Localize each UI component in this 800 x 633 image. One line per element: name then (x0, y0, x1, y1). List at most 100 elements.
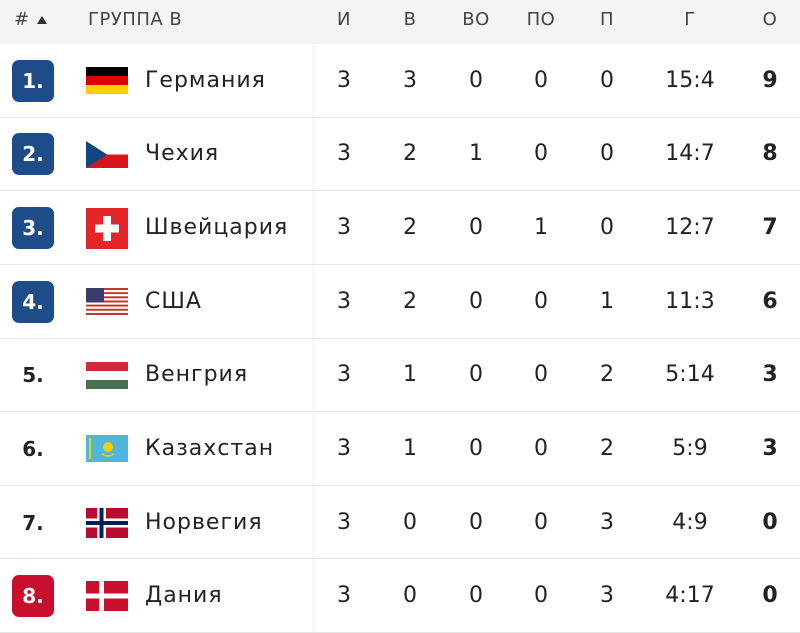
flag-shape (86, 520, 128, 525)
points: 3 (762, 362, 778, 388)
team-flag (86, 207, 128, 249)
stat-value: 4:9 (672, 509, 708, 535)
points: 0 (762, 583, 778, 609)
stat-value: 3 (337, 435, 351, 461)
flag-shape (86, 300, 128, 303)
flag-shape (86, 304, 128, 307)
flag-shape (86, 306, 128, 309)
table-row[interactable] (0, 44, 800, 118)
flag-shape (86, 311, 128, 314)
team-flag (86, 581, 128, 612)
stat-value: 0 (469, 362, 483, 388)
stat-value: 0 (534, 362, 548, 388)
sort-arrow (37, 16, 47, 24)
flag-shape (86, 593, 128, 599)
stat-value: 11:3 (665, 288, 715, 314)
flag-shape (103, 442, 113, 453)
stat-value: 12:7 (665, 215, 715, 241)
column-header[interactable]: П (599, 9, 615, 30)
table-row[interactable] (0, 265, 800, 339)
rank-badge: 2. (12, 133, 54, 176)
team-name[interactable]: Норвегия (145, 509, 263, 535)
flag-shape (86, 140, 107, 168)
stat-value: 1 (403, 362, 417, 388)
stat-value: 0 (600, 67, 614, 93)
rank-label: 7. (22, 510, 44, 535)
table-row[interactable] (0, 191, 800, 265)
column-header[interactable]: Г (684, 9, 696, 30)
column-header[interactable]: О (762, 9, 778, 30)
team-name[interactable]: Венгрия (145, 362, 249, 388)
rank-label: 6. (22, 436, 44, 461)
flag-shape (86, 302, 128, 305)
points: 7 (762, 215, 778, 241)
team-flag (86, 507, 128, 538)
table-row[interactable] (0, 486, 800, 560)
column-header[interactable]: ВО (462, 9, 490, 30)
points: 8 (762, 141, 778, 167)
stat-value: 0 (403, 583, 417, 609)
team-name[interactable]: Дания (145, 583, 223, 609)
table-header (0, 0, 800, 44)
flag-shape (86, 313, 128, 316)
rank-header[interactable]: # (14, 9, 30, 30)
stat-value: 0 (469, 583, 483, 609)
team-name[interactable]: Швейцария (145, 215, 289, 241)
column-header[interactable]: В (403, 9, 417, 30)
stat-value: 0 (534, 509, 548, 535)
flag-shape (95, 224, 119, 233)
sort-icon[interactable] (36, 14, 48, 26)
flag-shape (86, 85, 128, 95)
stat-value: 3 (337, 67, 351, 93)
flag-shape (86, 370, 128, 380)
stat-value: 0 (469, 435, 483, 461)
rank-badge: 3. (12, 207, 54, 250)
table-row[interactable] (0, 118, 800, 192)
column-header[interactable]: ПО (526, 9, 556, 30)
stat-value: 0 (469, 215, 483, 241)
stat-value: 0 (534, 141, 548, 167)
rank-badge: 8. (12, 575, 54, 618)
team-name[interactable]: Чехия (145, 141, 220, 167)
flag-shape (86, 294, 128, 297)
column-header[interactable]: И (337, 9, 351, 30)
stat-value: 3 (337, 583, 351, 609)
team-name[interactable]: Казахстан (145, 435, 275, 461)
stat-value: 2 (600, 362, 614, 388)
stat-value: 3 (337, 509, 351, 535)
flag-shape (86, 361, 128, 371)
team-flag (86, 67, 128, 95)
stat-value: 3 (337, 141, 351, 167)
team-name[interactable]: Германия (145, 67, 266, 93)
points: 6 (762, 288, 778, 314)
rank-badge: 4. (12, 280, 54, 323)
table-row[interactable] (0, 412, 800, 486)
stat-value: 1 (600, 288, 614, 314)
team-flag (86, 435, 128, 463)
rank-label: 5. (22, 363, 44, 388)
stat-value: 4:17 (665, 583, 715, 609)
flag-shape (86, 298, 128, 301)
points: 3 (762, 435, 778, 461)
stat-value: 0 (469, 67, 483, 93)
flag-shape (86, 292, 128, 295)
rank-badge: 1. (12, 59, 54, 102)
stat-value: 0 (403, 509, 417, 535)
stat-value: 3 (403, 67, 417, 93)
column-separator (312, 44, 318, 633)
table-row[interactable] (0, 339, 800, 413)
stat-value: 5:14 (665, 362, 715, 388)
stat-value: 0 (469, 509, 483, 535)
stat-value: 1 (403, 435, 417, 461)
team-flag (86, 140, 128, 168)
stat-value: 0 (600, 141, 614, 167)
stat-value: 0 (469, 288, 483, 314)
team-name[interactable]: США (145, 288, 202, 314)
flag-shape (86, 290, 128, 293)
flag-shape (86, 296, 128, 299)
stat-value: 2 (403, 215, 417, 241)
flag-shape (86, 67, 128, 77)
stat-value: 3 (337, 215, 351, 241)
stat-value: 3 (600, 583, 614, 609)
